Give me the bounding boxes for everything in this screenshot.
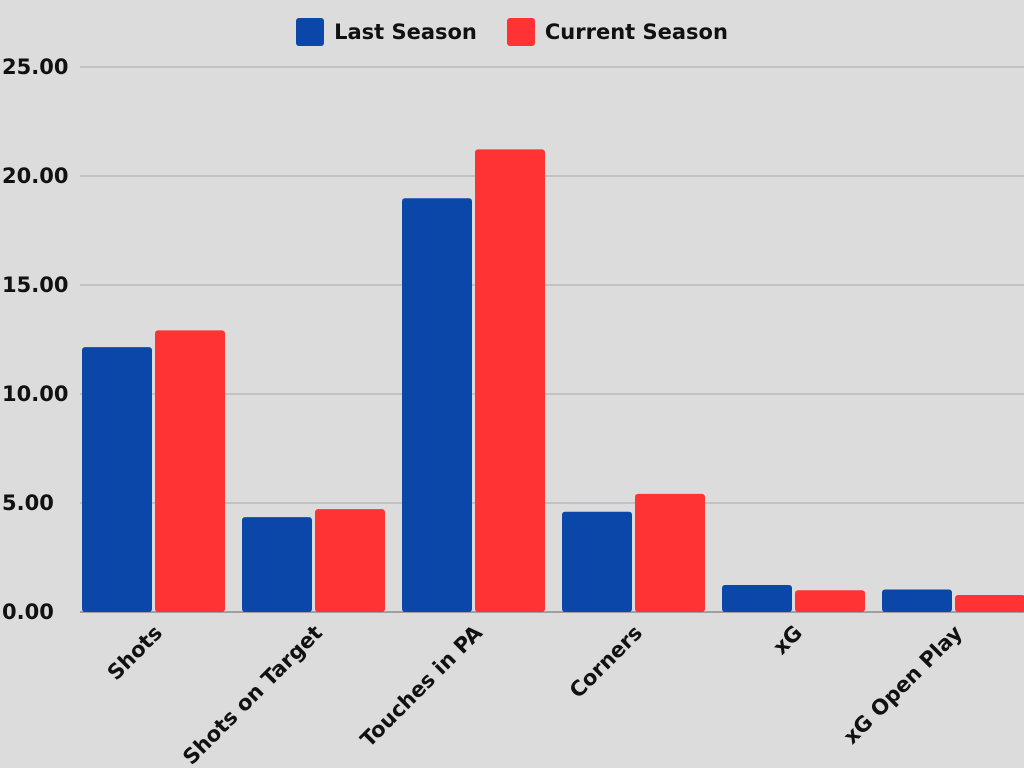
legend-swatch-last-season [296,18,325,46]
bar [315,509,385,612]
bar [562,511,632,612]
bar [795,590,865,612]
bar [242,517,312,612]
x-tick-label: Touches in PA [356,620,488,752]
bar [955,594,1024,612]
y-tick-label: 15.00 [2,273,68,297]
x-tick-label: Shots [103,621,167,685]
legend: Last Season Current Season [0,18,1024,46]
legend-swatch-current-season [506,18,535,46]
x-tick-label: Corners [565,621,647,703]
legend-label-current-season: Current Season [544,20,728,44]
y-tick-label: 25.00 [2,55,68,79]
bar [722,584,792,612]
bar [882,589,952,612]
x-tick-label: xG Open Play [839,620,967,748]
legend-label-last-season: Last Season [334,20,477,44]
x-tick-label: xG [768,621,807,660]
legend-item-last-season[interactable]: Last Season [296,18,477,46]
bar [635,493,705,612]
y-tick-label: 0.00 [2,600,54,624]
bar [475,149,545,613]
x-tick-label: Shots on Target [178,621,327,768]
y-tick-label: 10.00 [2,382,68,406]
y-tick-label: 20.00 [2,164,68,188]
bar [155,330,225,612]
bar [82,347,152,612]
bar [402,198,472,612]
legend-item-current-season[interactable]: Current Season [506,18,728,46]
y-tick-label: 5.00 [2,491,54,515]
